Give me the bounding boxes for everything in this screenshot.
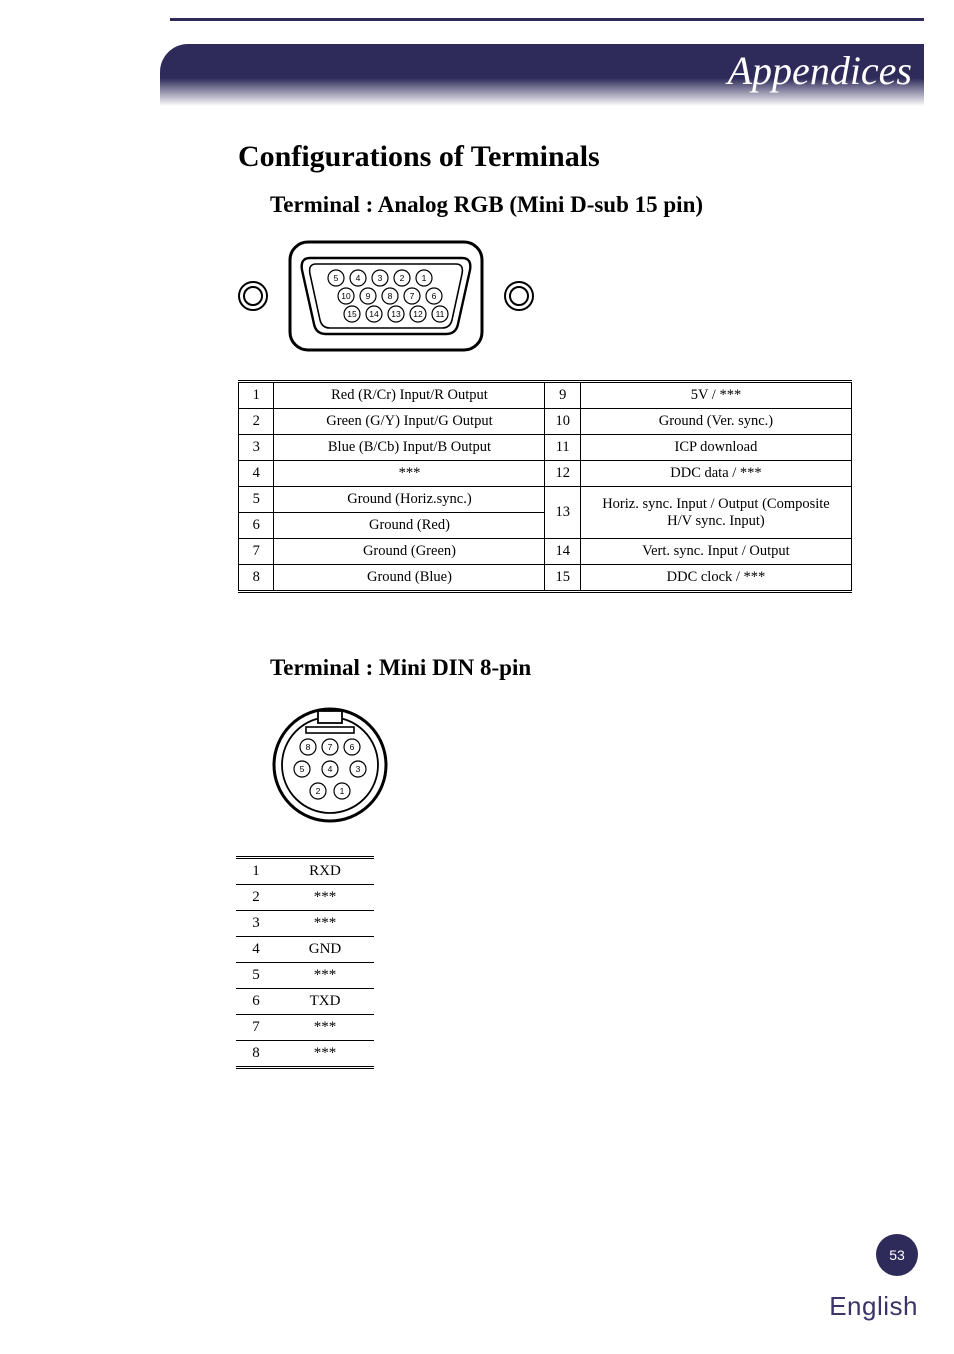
pin-label: 3 (356, 764, 361, 774)
pin-label: 6 (350, 742, 355, 752)
din-pinout-table: 1RXD2***3***4GND5***6TXD7***8*** (236, 856, 374, 1069)
terminal-b-heading: Terminal : Mini DIN 8-pin (270, 655, 862, 681)
pin-number: 4 (236, 937, 276, 963)
pin-description: *** (276, 1015, 374, 1041)
pin-description: *** (276, 1041, 374, 1068)
pin-label: 9 (366, 291, 371, 301)
pin-number: 5 (236, 963, 276, 989)
table-row: 4***12DDC data / *** (239, 461, 852, 487)
pin-label: 15 (347, 309, 357, 319)
screw-left-icon (238, 281, 268, 311)
pin-number: 13 (545, 487, 580, 539)
pin-description: RXD (276, 858, 374, 885)
pin-label: 1 (422, 273, 427, 283)
pin-number: 6 (239, 513, 274, 539)
pin-label: 8 (306, 742, 311, 752)
language-label: English (829, 1291, 918, 1322)
pin-description: Horiz. sync. Input / Output (Composite H… (580, 487, 851, 539)
dsub-pinout-table: 1Red (R/Cr) Input/R Output95V / ***2Gree… (238, 380, 852, 593)
page-content: Configurations of Terminals Terminal : A… (238, 140, 862, 1069)
dsub-connector-diagram: 5 4 3 2 1 10 9 8 7 6 15 14 13 12 11 (238, 240, 862, 352)
pin-number: 12 (545, 461, 580, 487)
pin-label: 14 (369, 309, 379, 319)
top-rule (170, 18, 924, 21)
pin-label: 6 (432, 291, 437, 301)
pin-description: Ground (Blue) (274, 565, 545, 592)
pin-number: 8 (236, 1041, 276, 1068)
pin-label: 4 (356, 273, 361, 283)
pin-number: 1 (239, 382, 274, 409)
din-connector-diagram: 8 7 6 5 4 3 2 1 (270, 703, 862, 838)
pin-number: 14 (545, 539, 580, 565)
pin-number: 3 (236, 911, 276, 937)
pin-label: 2 (400, 273, 405, 283)
table-row: 5*** (236, 963, 374, 989)
table-row: 3Blue (B/Cb) Input/B Output11ICP downloa… (239, 435, 852, 461)
table-row: 8Ground (Blue)15DDC clock / *** (239, 565, 852, 592)
pin-number: 11 (545, 435, 580, 461)
pin-number: 9 (545, 382, 580, 409)
pin-number: 5 (239, 487, 274, 513)
pin-description: Ground (Horiz.sync.) (274, 487, 545, 513)
pin-description: GND (276, 937, 374, 963)
pin-description: Blue (B/Cb) Input/B Output (274, 435, 545, 461)
pin-description: TXD (276, 989, 374, 1015)
table-row: 4GND (236, 937, 374, 963)
pin-label: 8 (388, 291, 393, 301)
pin-number: 1 (236, 858, 276, 885)
pin-label: 3 (378, 273, 383, 283)
pin-description: DDC data / *** (580, 461, 851, 487)
pin-number: 4 (239, 461, 274, 487)
pin-description: Vert. sync. Input / Output (580, 539, 851, 565)
pin-number: 2 (239, 409, 274, 435)
pin-description: *** (276, 885, 374, 911)
table-row: 2Green (G/Y) Input/G Output10Ground (Ver… (239, 409, 852, 435)
pin-label: 2 (316, 786, 321, 796)
pin-label: 13 (391, 309, 401, 319)
dsub-shell: 5 4 3 2 1 10 9 8 7 6 15 14 13 12 11 (288, 240, 484, 352)
pin-number: 8 (239, 565, 274, 592)
table-row: 1RXD (236, 858, 374, 885)
pin-description: Ground (Ver. sync.) (580, 409, 851, 435)
pin-label: 7 (328, 742, 333, 752)
pin-label: 5 (300, 764, 305, 774)
pin-number: 7 (236, 1015, 276, 1041)
screw-right-icon (504, 281, 534, 311)
pin-number: 2 (236, 885, 276, 911)
pin-number: 6 (236, 989, 276, 1015)
pin-description: *** (274, 461, 545, 487)
header-title: Appendices (728, 44, 912, 96)
page-number-badge: 53 (876, 1234, 918, 1276)
pin-label: 12 (413, 309, 423, 319)
table-row: 7*** (236, 1015, 374, 1041)
pin-number: 7 (239, 539, 274, 565)
pin-label: 10 (341, 291, 351, 301)
pin-description: Ground (Red) (274, 513, 545, 539)
pin-label: 1 (340, 786, 345, 796)
pin-description: ICP download (580, 435, 851, 461)
table-row: 7Ground (Green)14Vert. sync. Input / Out… (239, 539, 852, 565)
pin-description: *** (276, 963, 374, 989)
pin-number: 3 (239, 435, 274, 461)
pin-description: Red (R/Cr) Input/R Output (274, 382, 545, 409)
section-title: Configurations of Terminals (238, 140, 862, 174)
pin-description: *** (276, 911, 374, 937)
terminal-a-heading: Terminal : Analog RGB (Mini D-sub 15 pin… (270, 192, 862, 218)
pin-label: 7 (410, 291, 415, 301)
pin-label: 4 (328, 764, 333, 774)
table-row: 8*** (236, 1041, 374, 1068)
pin-description: DDC clock / *** (580, 565, 851, 592)
table-row: 3*** (236, 911, 374, 937)
pin-description: 5V / *** (580, 382, 851, 409)
table-row: 1Red (R/Cr) Input/R Output95V / *** (239, 382, 852, 409)
pin-description: Green (G/Y) Input/G Output (274, 409, 545, 435)
pin-description: Ground (Green) (274, 539, 545, 565)
table-row: 5Ground (Horiz.sync.)13Horiz. sync. Inpu… (239, 487, 852, 513)
table-row: 6TXD (236, 989, 374, 1015)
pin-number: 10 (545, 409, 580, 435)
table-row: 2*** (236, 885, 374, 911)
pin-number: 15 (545, 565, 580, 592)
pin-label: 11 (436, 309, 445, 319)
pin-label: 5 (334, 273, 339, 283)
